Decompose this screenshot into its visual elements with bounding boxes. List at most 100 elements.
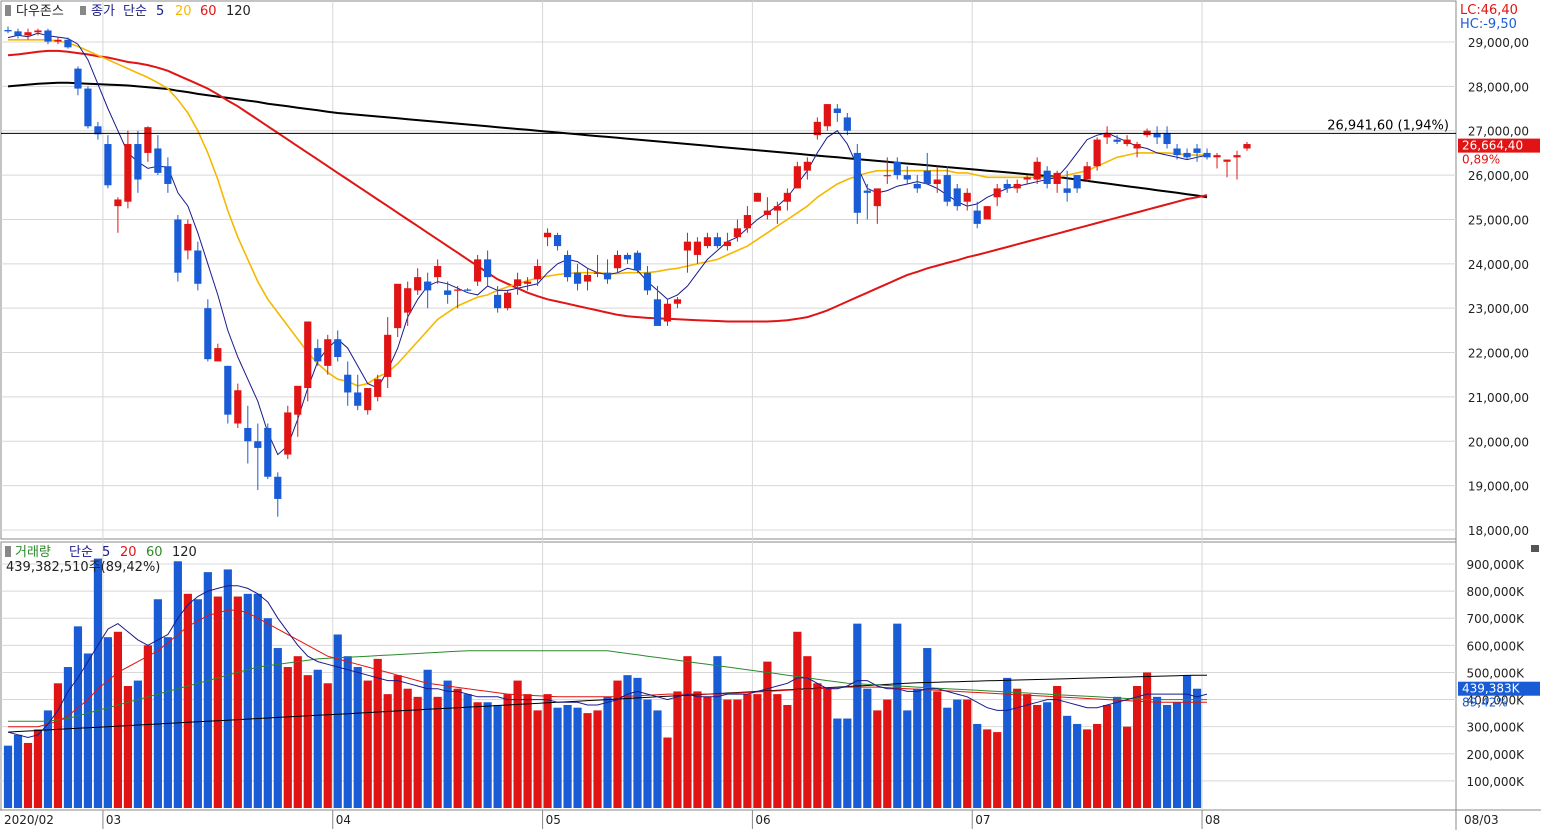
volume-bar — [153, 599, 162, 808]
candle-body — [583, 274, 592, 282]
volume-bar — [763, 661, 772, 808]
candle-body — [703, 237, 712, 247]
candle-body — [254, 441, 262, 448]
volume-bar — [1023, 694, 1032, 808]
candle-body — [324, 339, 332, 366]
volume-legend-ma120: 120 — [172, 545, 197, 560]
candle-body — [743, 215, 752, 229]
volume-bar — [173, 561, 182, 808]
volume-tick-label: 400,000K — [1467, 694, 1526, 708]
volume-bar — [213, 596, 222, 808]
volume-bar — [983, 729, 992, 808]
volume-bar — [1093, 723, 1102, 808]
volume-bar — [743, 694, 752, 808]
candle-body — [84, 88, 92, 127]
price-tick-label: 28,000,00 — [1468, 80, 1529, 94]
price-tick-label: 23,000,00 — [1468, 302, 1529, 316]
volume-bar — [493, 704, 502, 808]
volume-bar — [233, 596, 242, 808]
candle-body — [753, 192, 761, 202]
volume-bar — [373, 658, 382, 808]
candle-body — [1003, 183, 1011, 189]
candle-body — [883, 175, 891, 177]
legend-handle-icon[interactable] — [80, 6, 86, 15]
candle-body — [1213, 155, 1221, 158]
month-tick-label: 08 — [1205, 813, 1220, 827]
volume-bar — [133, 680, 142, 808]
candle-body — [24, 32, 32, 36]
volume-bar — [773, 694, 782, 808]
price-tick-label: 19,000,00 — [1468, 480, 1529, 494]
legend-ma5: 5 — [156, 4, 164, 19]
volume-bar — [263, 618, 272, 808]
candle-body — [983, 206, 991, 220]
candle-body — [533, 266, 542, 280]
volume-bar — [453, 688, 462, 808]
volume-handle-icon[interactable] — [5, 546, 11, 557]
volume-bar — [1192, 688, 1202, 808]
panel-handle-icon[interactable] — [5, 5, 11, 16]
candles — [4, 26, 1251, 517]
month-tick-label: 2020/02 — [4, 813, 54, 827]
candle-body — [773, 206, 781, 211]
candle-body — [843, 117, 851, 131]
candle-body — [803, 161, 811, 171]
grid — [1, 1, 1456, 810]
candle-body — [454, 289, 462, 291]
candle-body — [404, 288, 412, 313]
price-tick-label: 21,000,00 — [1468, 391, 1529, 405]
candle-body — [494, 294, 502, 309]
volume-bar — [1073, 723, 1082, 808]
vol_ma5-line — [7, 585, 1208, 739]
candle-body — [424, 281, 432, 291]
volume-bar — [423, 669, 432, 808]
legend-ma20: 20 — [175, 4, 192, 19]
volume-bar — [683, 656, 692, 808]
candle-body — [823, 104, 831, 127]
volume-bar — [473, 702, 482, 808]
candle-body — [164, 166, 172, 184]
current-volume-label: 439,383K — [1462, 682, 1521, 696]
price-tick-label: 29,000,00 — [1468, 36, 1529, 50]
hc-label: HC:-9,50 — [1460, 17, 1517, 32]
candle-body — [464, 289, 472, 291]
candle-body — [174, 219, 182, 273]
volume-bar — [93, 558, 103, 808]
volume-bar — [1113, 696, 1122, 808]
volume-bar — [103, 637, 113, 808]
candle-body — [344, 374, 352, 393]
candle-body — [264, 427, 272, 477]
candle-body — [993, 188, 1001, 198]
volume-bar — [703, 696, 712, 808]
volume-bar — [313, 669, 322, 808]
candle-body — [314, 348, 322, 362]
candle-body — [503, 292, 512, 309]
close-panel-icon[interactable] — [1531, 545, 1539, 552]
candle-body — [34, 30, 42, 33]
volume-bar — [1043, 702, 1052, 808]
volume-bar — [73, 626, 83, 808]
price-tick-label: 25,000,00 — [1468, 213, 1529, 227]
candle-body — [1073, 175, 1081, 189]
volume-bar — [633, 677, 642, 808]
candle-body — [374, 379, 382, 397]
volume-bar — [903, 710, 912, 808]
candle-body — [1173, 148, 1181, 156]
candle-body — [833, 108, 841, 113]
candle-body — [613, 254, 622, 269]
volume-bar — [413, 696, 422, 808]
month-tick-label: 07 — [975, 813, 990, 827]
candle-body — [783, 192, 791, 202]
ma60-line — [7, 49, 1208, 323]
candle-body — [523, 281, 532, 284]
price-tick-label: 24,000,00 — [1468, 258, 1529, 272]
volume-bar — [1083, 729, 1092, 808]
candle-body — [434, 266, 442, 278]
volume-bar — [603, 696, 612, 808]
volume-bar — [883, 699, 892, 808]
candle-body — [304, 321, 312, 389]
candle-body — [1233, 155, 1241, 158]
volume-bar — [593, 710, 602, 808]
candle-body — [384, 334, 392, 377]
